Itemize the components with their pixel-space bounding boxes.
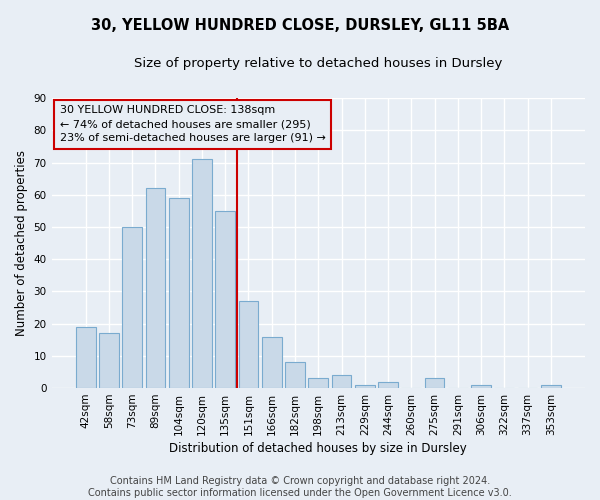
- Bar: [285, 362, 305, 388]
- Bar: [192, 160, 212, 388]
- Title: Size of property relative to detached houses in Dursley: Size of property relative to detached ho…: [134, 58, 502, 70]
- X-axis label: Distribution of detached houses by size in Dursley: Distribution of detached houses by size …: [169, 442, 467, 455]
- Bar: [215, 211, 235, 388]
- Bar: [239, 301, 259, 388]
- Bar: [76, 327, 95, 388]
- Bar: [262, 336, 281, 388]
- Text: 30, YELLOW HUNDRED CLOSE, DURSLEY, GL11 5BA: 30, YELLOW HUNDRED CLOSE, DURSLEY, GL11 …: [91, 18, 509, 32]
- Bar: [541, 385, 561, 388]
- Y-axis label: Number of detached properties: Number of detached properties: [15, 150, 28, 336]
- Text: 30 YELLOW HUNDRED CLOSE: 138sqm
← 74% of detached houses are smaller (295)
23% o: 30 YELLOW HUNDRED CLOSE: 138sqm ← 74% of…: [59, 106, 325, 144]
- Bar: [99, 334, 119, 388]
- Bar: [169, 198, 188, 388]
- Bar: [332, 375, 352, 388]
- Bar: [355, 385, 374, 388]
- Bar: [378, 382, 398, 388]
- Bar: [146, 188, 166, 388]
- Bar: [425, 378, 445, 388]
- Bar: [122, 227, 142, 388]
- Text: Contains HM Land Registry data © Crown copyright and database right 2024.
Contai: Contains HM Land Registry data © Crown c…: [88, 476, 512, 498]
- Bar: [471, 385, 491, 388]
- Bar: [308, 378, 328, 388]
